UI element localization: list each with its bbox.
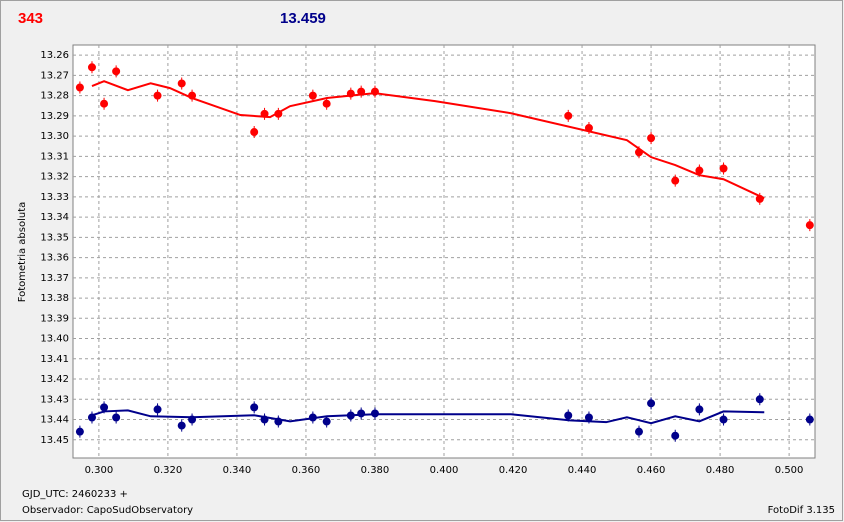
point [719, 162, 728, 175]
y-tick-label: 13.45 [40, 435, 69, 446]
point [112, 65, 121, 78]
y-tick-label: 13.32 [40, 172, 69, 183]
y-tick-label: 13.27 [40, 70, 69, 81]
y-tick-label: 13.33 [40, 192, 69, 203]
y-tick-label: 13.31 [40, 151, 69, 162]
point [647, 397, 656, 410]
point [647, 132, 656, 145]
point [805, 413, 814, 426]
point [322, 415, 331, 428]
count: 343 [18, 10, 43, 27]
x-tick-label: 0.360 [292, 465, 321, 476]
y-tick-label: 13.35 [40, 232, 69, 243]
x-tick-label: 0.320 [154, 465, 183, 476]
observer: Observador: CapoSudObservatory [22, 505, 193, 516]
y-tick-label: 13.37 [40, 273, 69, 284]
x-tick-label: 0.480 [706, 465, 735, 476]
point [153, 89, 162, 102]
point [75, 425, 84, 438]
y-tick-label: 13.42 [40, 374, 69, 385]
point [322, 97, 331, 110]
point [357, 407, 366, 420]
point [177, 419, 186, 432]
point [564, 109, 573, 122]
point [671, 174, 680, 187]
fit-line [91, 409, 765, 425]
point [308, 89, 317, 102]
point [634, 425, 643, 438]
y-tick-label: 13.36 [40, 253, 69, 264]
x-tick-label: 0.300 [85, 465, 114, 476]
y-tick-label: 13.38 [40, 293, 69, 304]
y-tick-label: 13.34 [40, 212, 69, 223]
point [75, 81, 84, 94]
x-tick-label: 0.400 [430, 465, 459, 476]
y-tick-label: 13.29 [40, 111, 69, 122]
point [177, 77, 186, 90]
x-tick-label: 0.340 [223, 465, 252, 476]
point [719, 413, 728, 426]
point [87, 61, 96, 74]
x-tick-label: 0.440 [568, 465, 597, 476]
x-tick-label: 0.380 [361, 465, 390, 476]
x-tick-label: 0.420 [499, 465, 528, 476]
x-tick-label: 0.500 [775, 465, 804, 476]
y-tick-label: 13.43 [40, 394, 69, 405]
point [695, 403, 704, 416]
y-tick-label: 13.39 [40, 313, 69, 324]
value: 13.459 [280, 10, 326, 27]
y-axis-label: Fotometria absoluta [17, 202, 28, 303]
gjd: GJD_UTC: 2460233 + [22, 489, 128, 500]
point [250, 401, 259, 414]
point [250, 126, 259, 139]
y-tick-label: 13.44 [40, 415, 69, 426]
point [153, 403, 162, 416]
y-tick-label: 13.26 [40, 50, 69, 61]
version: FotoDif 3.135 [768, 505, 835, 516]
point [671, 429, 680, 442]
y-tick-label: 13.40 [40, 334, 69, 345]
point [755, 393, 764, 406]
point [805, 219, 814, 232]
y-tick-label: 13.30 [40, 131, 69, 142]
y-tick-label: 13.28 [40, 91, 69, 102]
y-tick-label: 13.41 [40, 354, 69, 365]
point [112, 411, 121, 424]
fit-line [91, 80, 765, 200]
x-tick-label: 0.460 [637, 465, 666, 476]
point [100, 97, 109, 110]
